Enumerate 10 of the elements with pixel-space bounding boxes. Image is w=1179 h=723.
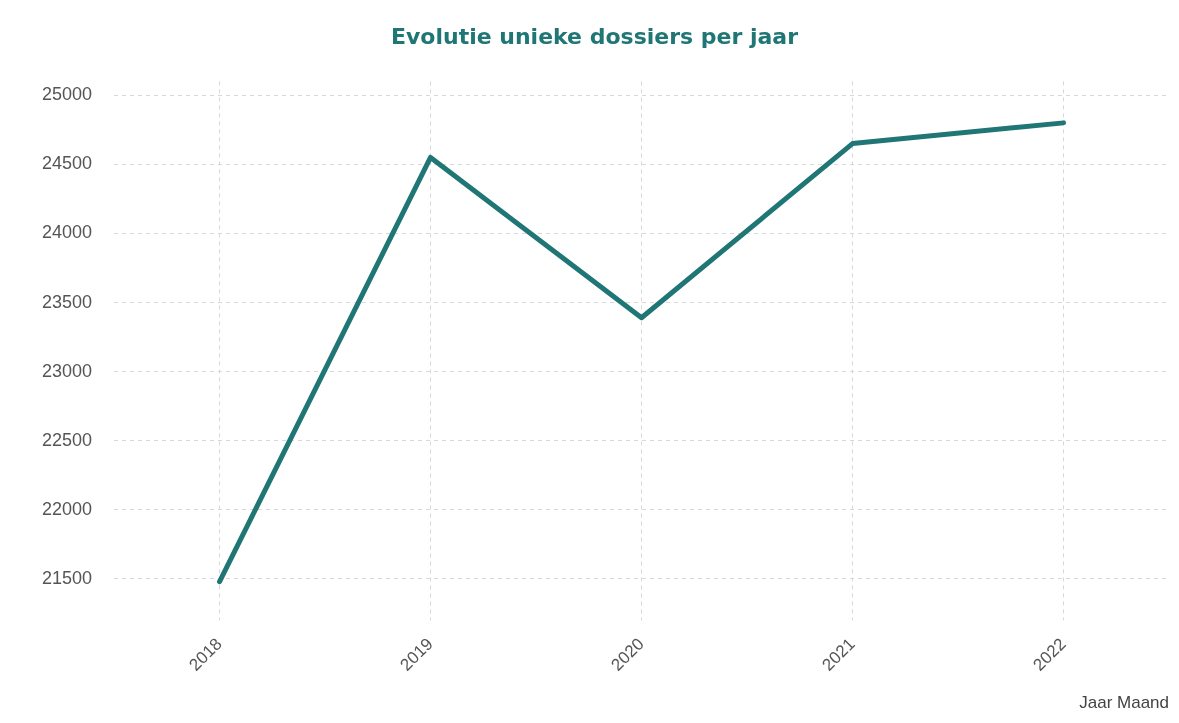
y-tick-label: 21500 [41,567,93,588]
y-tick-label: 22500 [41,429,93,450]
y-tick-label: 24500 [41,153,93,174]
y-tick-label: 22000 [41,498,93,519]
chart-title: Evolutie unieke dossiers per jaar [390,23,799,49]
x-axis-title: Jaar Maand [1079,693,1169,713]
y-tick-label: 25000 [41,84,93,105]
y-tick-label: 23000 [41,360,93,381]
y-tick-label: 24000 [41,222,93,243]
y-tick-label: 23500 [41,291,93,312]
